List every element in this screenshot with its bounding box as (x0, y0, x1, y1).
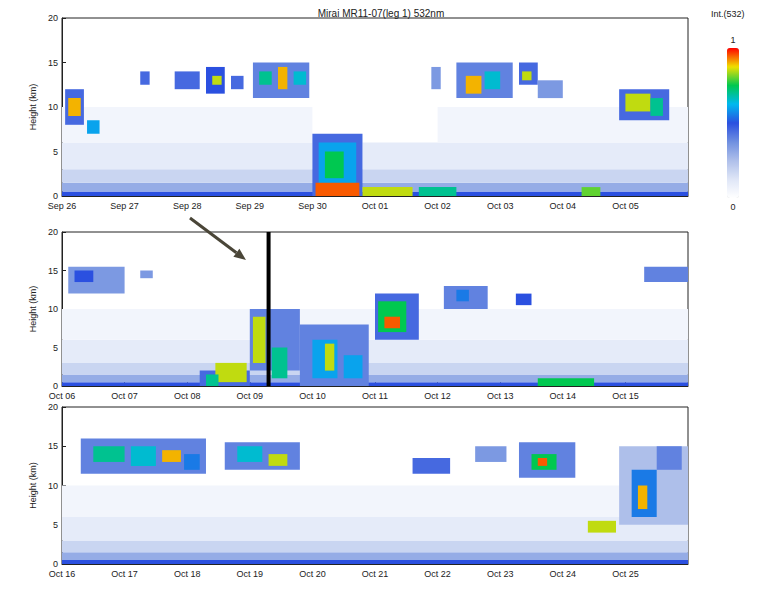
svg-text:10: 10 (48, 102, 58, 112)
svg-text:15: 15 (48, 266, 58, 276)
svg-text:1: 1 (730, 35, 735, 45)
svg-text:Oct 16: Oct 16 (49, 569, 76, 579)
svg-text:10: 10 (48, 481, 58, 491)
svg-text:Height (km): Height (km) (28, 84, 38, 131)
svg-text:Oct 07: Oct 07 (111, 391, 138, 401)
svg-text:Sep 30: Sep 30 (298, 201, 327, 211)
svg-text:Height (km): Height (km) (28, 286, 38, 333)
svg-text:Oct 17: Oct 17 (111, 569, 138, 579)
svg-text:Oct 05: Oct 05 (612, 201, 639, 211)
svg-text:Height (km): Height (km) (28, 462, 38, 509)
svg-text:Oct 10: Oct 10 (299, 391, 326, 401)
svg-text:Int.(532): Int.(532) (711, 9, 745, 19)
svg-text:5: 5 (53, 520, 58, 530)
svg-text:Oct 08: Oct 08 (174, 391, 201, 401)
svg-text:Oct 14: Oct 14 (550, 391, 577, 401)
svg-text:Oct 21: Oct 21 (362, 569, 389, 579)
svg-text:Mirai MR11-07(leg 1) 532nm: Mirai MR11-07(leg 1) 532nm (318, 8, 445, 19)
svg-text:Oct 13: Oct 13 (487, 391, 514, 401)
svg-text:Oct 22: Oct 22 (424, 569, 451, 579)
svg-text:Oct 18: Oct 18 (174, 569, 201, 579)
svg-text:Oct 06: Oct 06 (49, 391, 76, 401)
svg-text:5: 5 (53, 343, 58, 353)
svg-text:15: 15 (48, 441, 58, 451)
svg-text:Oct 24: Oct 24 (550, 569, 577, 579)
svg-text:Oct 15: Oct 15 (612, 391, 639, 401)
svg-text:0: 0 (730, 202, 735, 212)
svg-text:Oct 11: Oct 11 (362, 391, 388, 401)
svg-text:Oct 01: Oct 01 (362, 201, 389, 211)
svg-text:15: 15 (48, 58, 58, 68)
svg-text:20: 20 (48, 402, 58, 412)
svg-text:Oct 23: Oct 23 (487, 569, 514, 579)
svg-text:Oct 02: Oct 02 (424, 201, 451, 211)
svg-text:Oct 09: Oct 09 (237, 391, 264, 401)
svg-text:Sep 28: Sep 28 (173, 201, 202, 211)
svg-text:0: 0 (53, 559, 58, 569)
svg-text:Oct 19: Oct 19 (237, 569, 264, 579)
svg-text:20: 20 (48, 13, 58, 23)
svg-text:Oct 25: Oct 25 (612, 569, 639, 579)
svg-text:0: 0 (53, 381, 58, 391)
svg-text:Oct 04: Oct 04 (550, 201, 577, 211)
svg-text:Oct 20: Oct 20 (299, 569, 326, 579)
svg-text:0: 0 (53, 191, 58, 201)
svg-text:Sep 27: Sep 27 (110, 201, 139, 211)
svg-text:Sep 26: Sep 26 (48, 201, 77, 211)
svg-text:10: 10 (48, 304, 58, 314)
svg-text:5: 5 (53, 147, 58, 157)
svg-text:20: 20 (48, 227, 58, 237)
svg-text:Oct 03: Oct 03 (487, 201, 514, 211)
svg-text:Sep 29: Sep 29 (236, 201, 265, 211)
svg-text:Oct 12: Oct 12 (424, 391, 451, 401)
